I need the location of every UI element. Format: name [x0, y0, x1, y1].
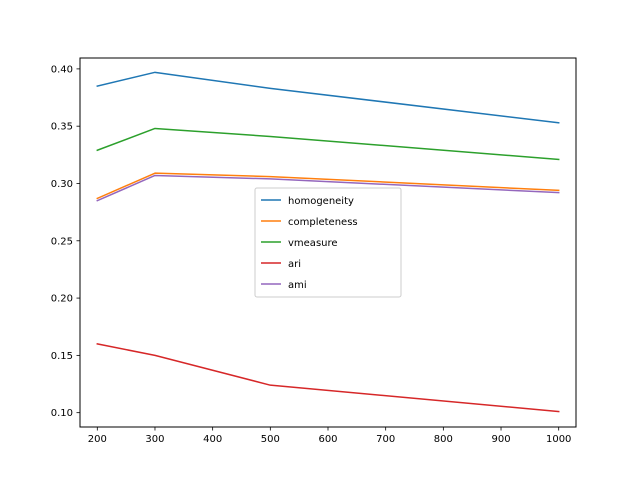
y-tick-label: 0.40 [51, 64, 73, 75]
x-tick-label: 500 [261, 434, 280, 445]
series-line-completeness [96, 172, 560, 200]
x-tick-label: 300 [145, 434, 164, 445]
legend-label-ari: ari [288, 259, 301, 270]
series-line-ari [96, 343, 560, 413]
x-tick-label: 600 [318, 434, 337, 445]
y-tick-label: 0.10 [51, 408, 73, 419]
y-tick-label: 0.30 [51, 179, 73, 190]
x-tick-label: 1000 [546, 434, 571, 445]
legend-label-vmeasure: vmeasure [288, 238, 338, 249]
x-tick-label: 900 [491, 434, 510, 445]
legend-label-completeness: completeness [288, 217, 358, 228]
x-tick-label: 200 [88, 434, 107, 445]
x-axis: 200 300 400 500 600 700 800 900 1000 [88, 427, 571, 445]
series-line-ami [96, 174, 560, 202]
legend: homogeneity completeness vmeasure ari ami [254, 187, 402, 298]
legend-label-homogeneity: homogeneity [288, 196, 354, 207]
y-tick-label: 0.35 [51, 122, 73, 133]
legend-label-ami: ami [288, 280, 307, 291]
x-tick-label: 700 [376, 434, 395, 445]
y-tick-label: 0.15 [51, 351, 73, 362]
y-axis: 0.10 0.15 0.20 0.25 0.30 0.35 0.40 [51, 64, 80, 419]
y-tick-label: 0.20 [51, 294, 73, 305]
x-tick-label: 800 [434, 434, 453, 445]
y-tick-label: 0.25 [51, 236, 73, 247]
legend-box [254, 187, 402, 298]
series-line-vmeasure [96, 127, 560, 161]
series-layer [96, 71, 560, 413]
x-tick-label: 400 [203, 434, 222, 445]
series-line-homogeneity [96, 71, 560, 124]
